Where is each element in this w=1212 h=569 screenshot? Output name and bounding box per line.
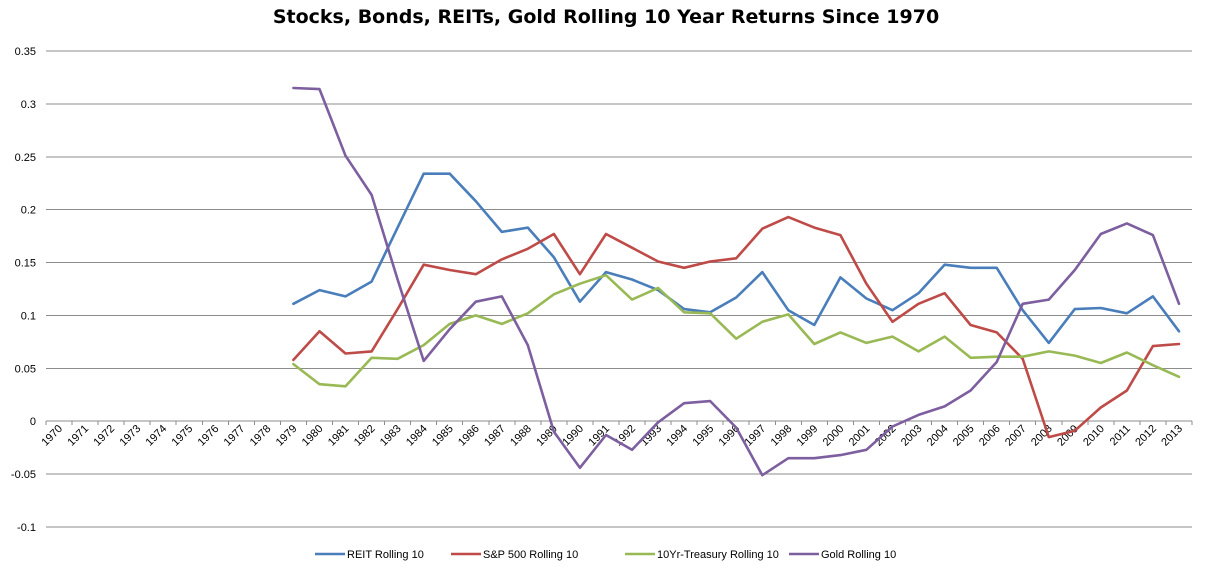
x-tick-label: 1982 (352, 423, 378, 449)
x-tick-label: 1976 (196, 423, 222, 449)
x-tick-label: 2005 (951, 423, 977, 449)
x-tick-label: 2010 (1081, 423, 1107, 449)
x-tick-label: 2001 (847, 423, 873, 449)
x-tick-label: 1988 (508, 423, 534, 449)
chart-title: Stocks, Bonds, REITs, Gold Rolling 10 Ye… (272, 6, 940, 28)
legend-label: Gold Rolling 10 (821, 549, 896, 561)
x-tick-label: 2006 (977, 423, 1003, 449)
y-tick-label: 0.35 (15, 46, 36, 58)
x-tick-label: 2011 (1108, 423, 1133, 448)
x-tick-label: 1987 (482, 423, 508, 449)
y-tick-label: -0.1 (17, 522, 36, 534)
x-tick-label: 1979 (274, 423, 300, 449)
y-tick-label: 0.1 (21, 310, 36, 322)
x-tick-label: 1986 (456, 423, 482, 449)
series-lines (292, 86, 1181, 477)
x-tick-label: 1998 (769, 423, 795, 449)
x-tick-label: 1975 (170, 423, 196, 449)
y-tick-label: 0.2 (21, 205, 36, 217)
legend-label: 10Yr-Treasury Rolling 10 (657, 549, 779, 561)
x-tick-label: 2000 (821, 423, 847, 449)
y-tick-label: 0 (30, 416, 36, 428)
x-tick-label: 1978 (248, 423, 274, 449)
x-tick-label: 1981 (326, 423, 352, 449)
x-tick-label: 1996 (717, 423, 743, 449)
x-tick-label: 2004 (925, 423, 951, 449)
y-axis-labels: -0.1 -0.05 0 0.05 0.1 0.15 0.2 0.25 0.3 0.35 (11, 46, 36, 534)
x-axis: 1970 1971 1972 1973 1974 1975 1976 1977 1978 1979… (39, 421, 1193, 449)
x-tick-label: 2003 (899, 423, 925, 449)
x-tick-label: 1971 (65, 423, 91, 449)
x-tick-label: 1994 (664, 423, 690, 449)
x-tick-label: 1973 (117, 423, 143, 449)
x-tick-label: 2007 (1003, 423, 1029, 449)
x-tick-label: 1993 (638, 423, 664, 449)
x-tick-label: 1985 (430, 423, 456, 449)
x-tick-label: 1977 (222, 423, 248, 449)
gridlines (46, 50, 1192, 528)
y-tick-label: -0.05 (11, 469, 36, 481)
x-tick-label: 1995 (690, 423, 716, 449)
y-tick-label: 0.3 (21, 99, 36, 111)
y-tick-label: 0.25 (15, 152, 36, 164)
x-tick-label: 1999 (795, 423, 821, 449)
legend-label: REIT Rolling 10 (347, 549, 424, 561)
y-tick-label: 0.05 (15, 363, 36, 375)
x-tick-label: 1983 (378, 423, 404, 449)
x-tick-label: 1974 (144, 423, 170, 449)
series-line-3 (292, 86, 1181, 477)
x-tick-label: 1972 (91, 423, 117, 449)
y-tick-label: 0.15 (15, 258, 36, 270)
x-tick-label: 1970 (39, 423, 65, 449)
legend-label: S&P 500 Rolling 10 (483, 549, 578, 561)
series-line-2 (292, 273, 1181, 388)
x-tick-label: 1980 (300, 423, 326, 449)
x-tick-label: 1984 (404, 423, 430, 449)
series-line-1 (292, 215, 1181, 439)
series-line-0 (292, 172, 1181, 345)
x-tick-label: 2012 (1133, 423, 1159, 449)
legend: REIT Rolling 10 S&P 500 Rolling 10 10Yr-Tr… (315, 549, 896, 561)
x-tick-label: 2013 (1159, 423, 1185, 449)
